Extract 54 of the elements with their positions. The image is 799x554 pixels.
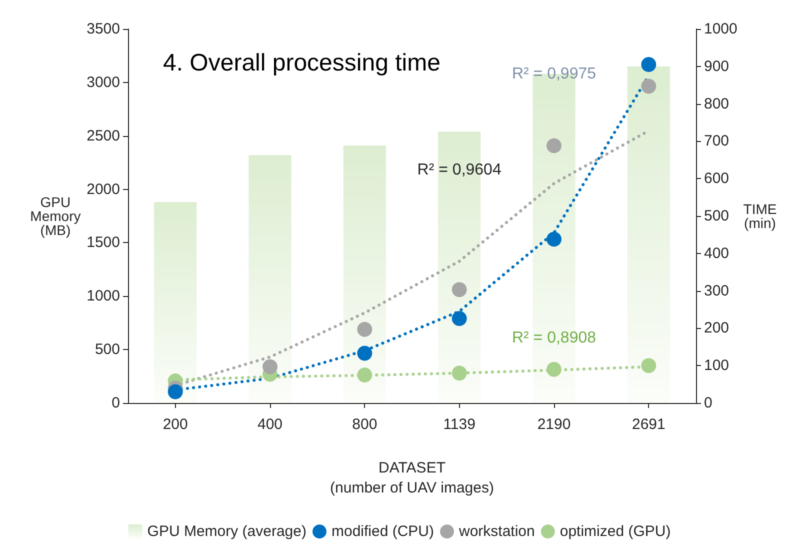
x-tick-label: 1139 <box>443 416 476 433</box>
y-tick-label: 3000 <box>86 74 120 91</box>
y2-tick-label: 900 <box>704 58 730 75</box>
y2-tick-label: 1000 <box>704 20 738 38</box>
point <box>357 367 372 382</box>
point <box>452 282 467 298</box>
y2-tick-label: 800 <box>704 95 730 112</box>
point <box>546 138 562 154</box>
x-tick-label: 2691 <box>632 416 666 433</box>
y-tick-label: 1500 <box>86 234 120 252</box>
point <box>452 366 467 381</box>
point <box>546 362 562 377</box>
legend-label: modified (CPU) <box>331 523 434 540</box>
y2-tick-label: 300 <box>704 282 730 300</box>
annotation: R² = 0,9604 <box>417 162 502 178</box>
bar <box>343 145 386 403</box>
bar <box>248 155 292 403</box>
x-tick-label: 2190 <box>537 416 571 433</box>
y2-tick-label: 500 <box>704 208 730 224</box>
y-tick-label: 0 <box>112 394 120 412</box>
y2-tick-label: 200 <box>704 320 730 337</box>
y-tick-label: 3500 <box>86 20 120 38</box>
x-tick-label: 200 <box>162 416 188 433</box>
point <box>546 232 562 247</box>
text: 4. Overall processing time <box>163 50 440 76</box>
x-tick-label: 400 <box>257 416 283 433</box>
x-axis-title: DATASET (number of UAV images) <box>330 460 494 496</box>
point <box>262 359 278 374</box>
point <box>168 384 183 400</box>
annotation: R² = 0,9975 <box>512 65 596 82</box>
y-tick-label: 1000 <box>86 288 120 305</box>
x-tick-label: 800 <box>352 416 378 433</box>
y2-tick-label: 700 <box>704 132 730 150</box>
y-axis-title: GPU Memory (MB) <box>30 194 81 238</box>
annotation: R² = 0,8908 <box>512 329 596 346</box>
point <box>452 310 467 326</box>
legend-label: GPU Memory (average) <box>147 523 306 540</box>
legend-label: optimized (GPU) <box>560 523 671 540</box>
point <box>357 346 372 361</box>
y2-tick-label: 100 <box>704 357 730 374</box>
bar <box>154 202 197 403</box>
y-tick-label: 500 <box>94 341 120 358</box>
legend-label: workstation <box>458 523 535 540</box>
y2-tick-label: 400 <box>704 244 730 262</box>
y-tick-label: 2000 <box>86 180 120 198</box>
point <box>641 78 656 94</box>
y2-tick-label: 0 <box>704 394 712 412</box>
point <box>357 322 372 337</box>
bar <box>627 66 670 403</box>
y2-axis-title: TIME (min) <box>743 201 777 231</box>
point <box>641 358 656 374</box>
y2-tick-label: 600 <box>704 170 730 188</box>
point <box>641 57 656 72</box>
y-tick-label: 2500 <box>86 127 120 144</box>
